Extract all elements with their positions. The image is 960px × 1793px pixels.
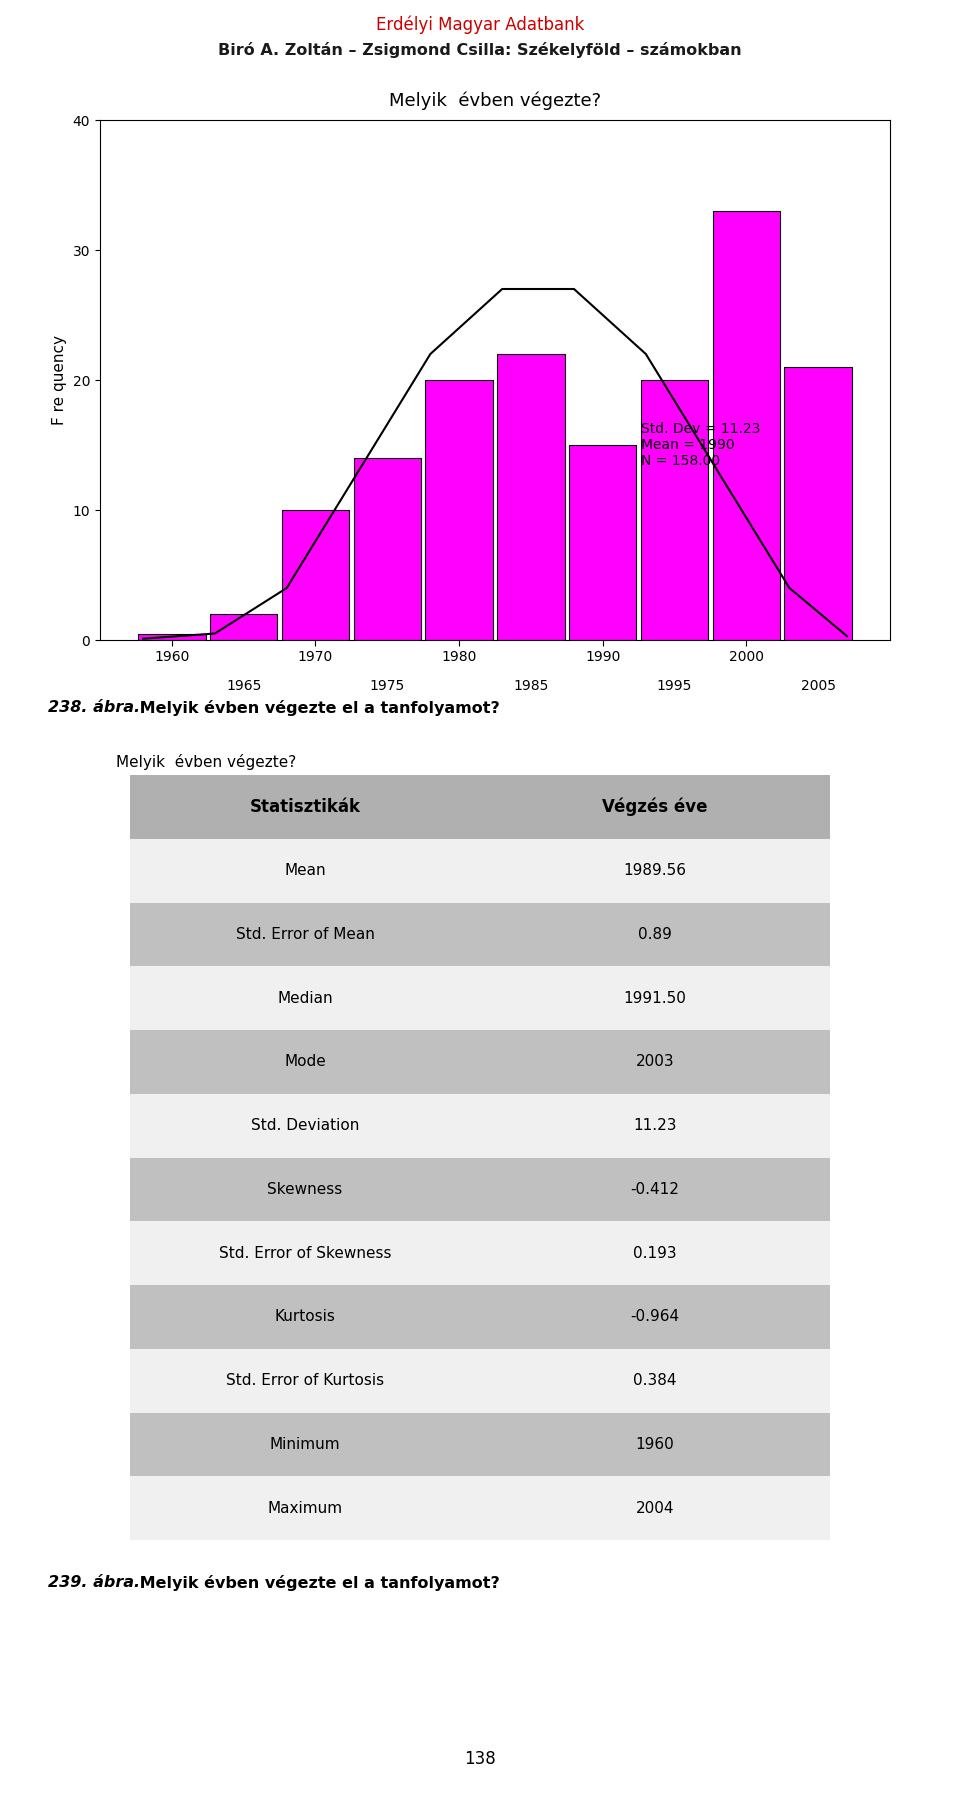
Text: 0.384: 0.384 <box>634 1373 677 1388</box>
Text: Erdélyi Magyar Adatbank: Erdélyi Magyar Adatbank <box>375 14 585 34</box>
Text: 2003: 2003 <box>636 1054 674 1069</box>
Text: Std. Dev = 11.23
Mean = 1990
N = 158.00: Std. Dev = 11.23 Mean = 1990 N = 158.00 <box>641 421 760 468</box>
Text: -0.964: -0.964 <box>631 1309 680 1325</box>
Text: 1975: 1975 <box>370 680 405 692</box>
Text: Melyik évben végezte el a tanfolyamot?: Melyik évben végezte el a tanfolyamot? <box>134 699 500 715</box>
Text: 238. ábra.: 238. ábra. <box>48 699 140 715</box>
Text: -0.412: -0.412 <box>631 1182 680 1198</box>
Bar <box>138 633 205 640</box>
Text: Median: Median <box>277 990 333 1006</box>
Text: Maximum: Maximum <box>268 1501 343 1515</box>
Bar <box>640 380 708 640</box>
Text: 1965: 1965 <box>226 680 261 692</box>
Text: Mean: Mean <box>284 862 325 879</box>
Text: 138: 138 <box>464 1750 496 1768</box>
Text: 1995: 1995 <box>657 680 692 692</box>
Bar <box>569 445 636 640</box>
Bar <box>712 212 780 640</box>
Text: Std. Deviation: Std. Deviation <box>251 1119 359 1133</box>
Bar <box>784 368 852 640</box>
Text: 2005: 2005 <box>801 680 836 692</box>
Text: 239. ábra.: 239. ábra. <box>48 1574 140 1590</box>
Y-axis label: F re quency: F re quency <box>52 335 67 425</box>
Text: 1989.56: 1989.56 <box>623 862 686 879</box>
Text: 1960: 1960 <box>636 1436 674 1452</box>
Text: Kurtosis: Kurtosis <box>275 1309 335 1325</box>
Text: 0.89: 0.89 <box>638 927 672 941</box>
Text: Biró A. Zoltán – Zsigmond Csilla: Székelyföld – számokban: Biró A. Zoltán – Zsigmond Csilla: Székel… <box>218 41 742 57</box>
Text: Std. Error of Skewness: Std. Error of Skewness <box>219 1246 392 1260</box>
Text: Végzés éve: Végzés éve <box>602 798 708 816</box>
Title: Melyik  évben végezte?: Melyik évben végezte? <box>389 91 601 109</box>
Bar <box>425 380 492 640</box>
Text: 1991.50: 1991.50 <box>624 990 686 1006</box>
Text: Std. Error of Mean: Std. Error of Mean <box>235 927 374 941</box>
Text: Minimum: Minimum <box>270 1436 340 1452</box>
Bar <box>281 509 349 640</box>
Text: 2004: 2004 <box>636 1501 674 1515</box>
Text: Statisztikák: Statisztikák <box>250 798 361 816</box>
Text: 0.193: 0.193 <box>634 1246 677 1260</box>
Text: Melyik évben végezte el a tanfolyamot?: Melyik évben végezte el a tanfolyamot? <box>134 1574 500 1590</box>
Text: 1985: 1985 <box>514 680 548 692</box>
Text: Std. Error of Kurtosis: Std. Error of Kurtosis <box>226 1373 384 1388</box>
Text: Mode: Mode <box>284 1054 325 1069</box>
Text: Skewness: Skewness <box>268 1182 343 1198</box>
Text: Melyik  évben végezte?: Melyik évben végezte? <box>116 755 296 771</box>
Bar <box>353 457 421 640</box>
Text: 11.23: 11.23 <box>634 1119 677 1133</box>
Bar <box>210 613 277 640</box>
Bar <box>497 353 564 640</box>
